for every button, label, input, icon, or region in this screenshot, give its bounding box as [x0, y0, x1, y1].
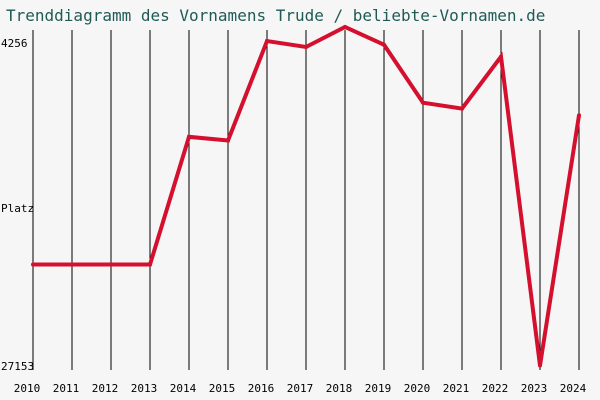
data-point-2011 — [70, 262, 74, 267]
x-tick-label-2022: 2022 — [482, 382, 509, 395]
x-tick-label-2020: 2020 — [404, 382, 431, 395]
x-tick-label-2018: 2018 — [326, 382, 353, 395]
y-tick-label-bottom: 27153 — [1, 360, 34, 373]
data-point-2013 — [148, 262, 152, 267]
data-point-2022 — [499, 54, 503, 59]
x-tick-label-2014: 2014 — [170, 382, 197, 395]
data-point-2023 — [538, 363, 542, 368]
data-point-2019 — [382, 42, 386, 47]
y-axis-label: Platz — [1, 202, 34, 215]
x-tick-label-2010: 2010 — [14, 382, 41, 395]
x-tick-label-2013: 2013 — [131, 382, 158, 395]
data-point-2010 — [31, 262, 35, 267]
x-tick-label-2019: 2019 — [365, 382, 392, 395]
data-point-2018 — [343, 24, 347, 29]
data-point-2014 — [187, 134, 191, 139]
data-point-2016 — [265, 39, 269, 44]
x-tick-label-2012: 2012 — [92, 382, 119, 395]
x-tick-label-2017: 2017 — [287, 382, 314, 395]
x-tick-label-2021: 2021 — [443, 382, 470, 395]
data-point-2012 — [109, 262, 113, 267]
chart-title: Trenddiagramm des Vornamens Trude / beli… — [6, 6, 546, 25]
data-point-2017 — [304, 44, 308, 49]
data-point-2020 — [421, 100, 425, 105]
x-tick-label-2023: 2023 — [521, 382, 548, 395]
y-tick-label-top: 4256 — [1, 37, 28, 50]
x-tick-label-2016: 2016 — [248, 382, 275, 395]
x-tick-label-2011: 2011 — [53, 382, 80, 395]
x-tick-label-2024: 2024 — [560, 382, 587, 395]
x-tick-label-2015: 2015 — [209, 382, 236, 395]
data-point-2021 — [460, 106, 464, 111]
data-point-2015 — [226, 138, 230, 143]
data-point-2024 — [577, 113, 581, 118]
